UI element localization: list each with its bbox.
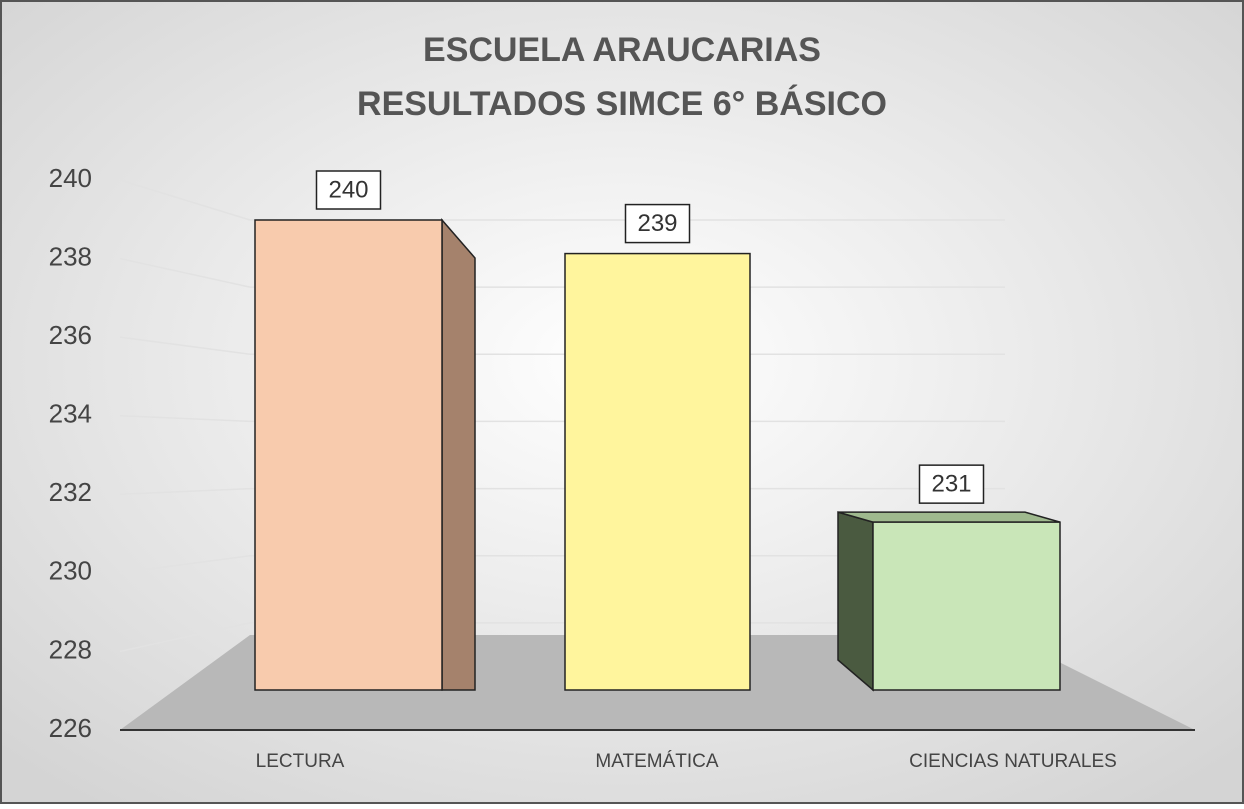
value-label: 240 [328,176,368,203]
y-tick-label: 238 [49,241,92,271]
y-tick-label: 226 [49,713,92,743]
value-label-box [315,170,382,210]
y-tick-label: 232 [49,477,92,507]
bar-side [837,511,874,692]
y-tick-label: 234 [49,399,92,429]
x-tick-label: CIENCIAS NATURALES [909,751,1117,772]
grid-line [119,487,251,496]
grid-line [119,257,251,288]
chart-title: RESULTADOS SIMCE 6° BÁSICO [357,85,887,123]
bar-side [441,217,476,691]
y-tick-label: 228 [49,634,92,664]
y-tick-label: 236 [49,320,92,350]
grid-line [119,414,251,423]
value-label: 239 [637,210,677,237]
grid-line [119,622,251,653]
value-label-box [918,464,985,504]
y-tick-label: 240 [49,163,92,193]
grid-line [119,554,251,574]
x-tick-label: MATEMÁTICA [595,751,718,772]
y-tick-label: 230 [49,556,92,586]
value-label-box [624,203,691,244]
grid-line [119,336,251,356]
bar-top [837,511,1061,523]
value-label: 231 [931,470,971,497]
grid-line [119,179,251,221]
bar [254,219,443,691]
x-tick-label: LECTURA [256,751,345,772]
bar [564,252,751,691]
chart-title: ESCUELA ARAUCARIAS [423,31,821,69]
bar [872,521,1061,691]
